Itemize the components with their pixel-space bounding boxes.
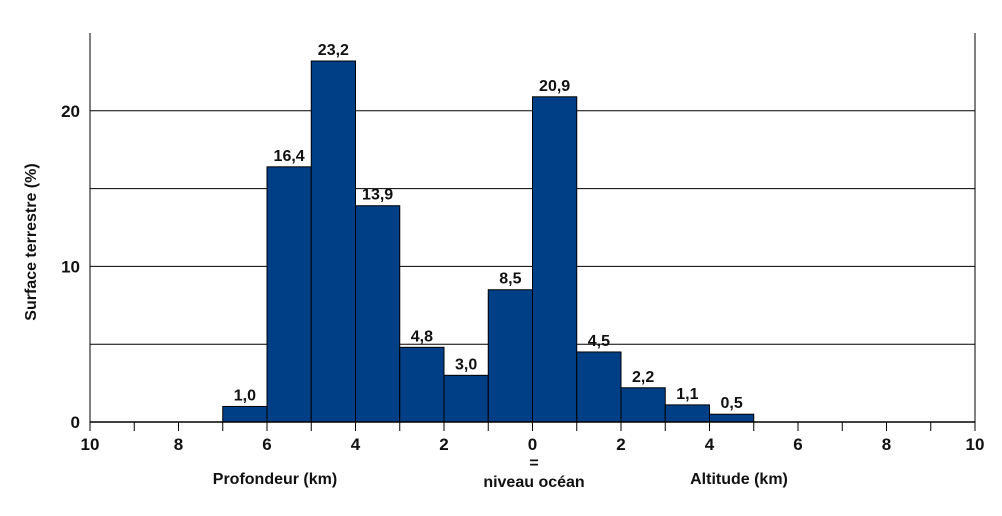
x-tick-label: 2 (616, 435, 625, 454)
x-tick-label: 2 (439, 435, 448, 454)
data-label: 2,2 (632, 369, 654, 386)
data-label: 20,9 (539, 78, 570, 95)
x-tick-label: 8 (174, 435, 183, 454)
data-label: 13,9 (362, 187, 393, 204)
y-tick-label: 20 (61, 102, 80, 121)
bar (487, 289, 533, 423)
x-tick-label: 0 (528, 435, 537, 454)
bar (399, 346, 445, 423)
x-axis-altitude-label: Altitude (km) (690, 471, 788, 488)
data-label: 4,5 (588, 333, 610, 350)
data-label: 3,0 (455, 356, 477, 373)
x-axis-zero-sign: = (529, 455, 538, 472)
bar (532, 96, 578, 423)
y-axis-title: Surface terrestre (%) (23, 163, 40, 320)
label-layer: 1,0 16,4 23,2 13,9 4,8 3,0 8,5 20,9 4,5 2,2 1,1 0,5 (234, 42, 743, 412)
x-tick-label: 10 (966, 435, 985, 454)
bar (576, 351, 622, 423)
x-tick-label: 6 (793, 435, 802, 454)
x-tick-label: 4 (705, 435, 715, 454)
x-axis-depth-label: Profondeur (km) (213, 471, 337, 488)
bar (266, 166, 312, 423)
bar (443, 374, 489, 423)
x-tick-label: 4 (351, 435, 361, 454)
x-tick-label: 6 (262, 435, 271, 454)
bar-layer (222, 60, 755, 423)
bar (355, 205, 401, 423)
x-axis-zero-label: niveau océan (483, 474, 584, 491)
x-tick-label: 8 (882, 435, 891, 454)
bar (310, 60, 356, 423)
bar (222, 405, 268, 423)
data-label: 0,5 (721, 395, 743, 412)
bar (664, 404, 710, 423)
data-label: 23,2 (318, 42, 349, 59)
data-label: 8,5 (499, 271, 521, 288)
data-label: 16,4 (274, 148, 305, 165)
bar (709, 413, 755, 423)
y-tick-label: 0 (71, 413, 80, 432)
data-label: 1,0 (234, 387, 256, 404)
y-tick-label: 10 (61, 257, 80, 276)
x-tick-label: 10 (81, 435, 100, 454)
data-label: 1,1 (676, 386, 698, 403)
data-label: 4,8 (411, 328, 433, 345)
bar (620, 387, 666, 423)
